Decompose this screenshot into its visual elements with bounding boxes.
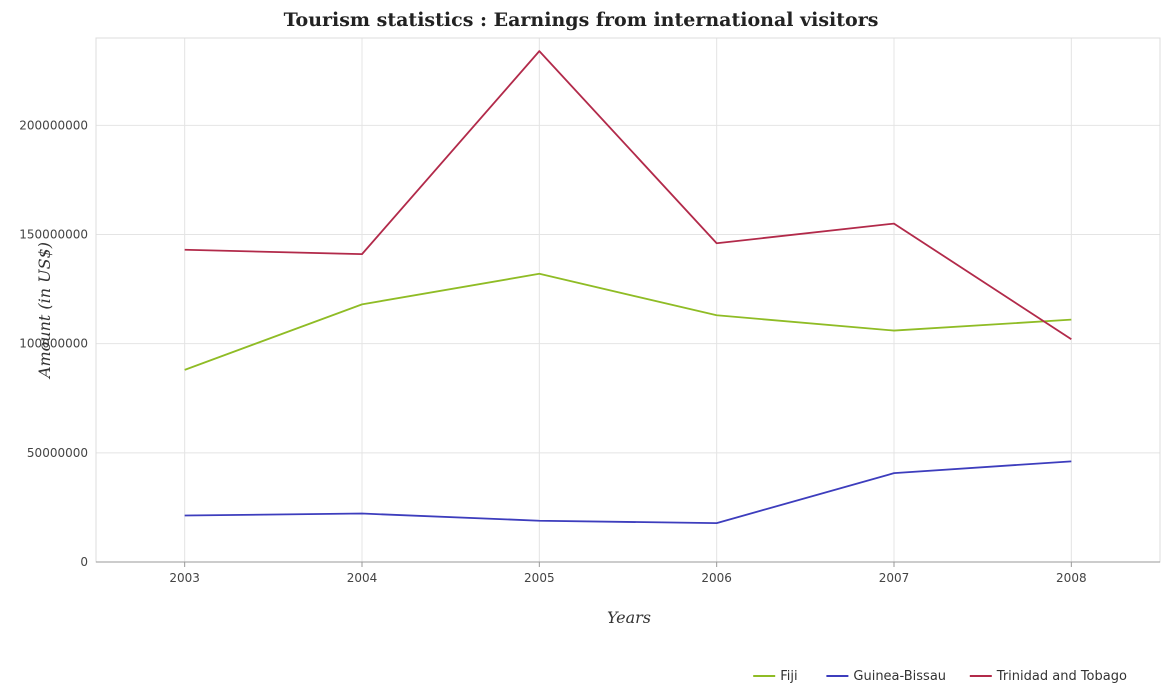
x-tick-label: 2006 [701, 571, 732, 585]
plot-frame [95, 37, 1161, 563]
chart-title: Tourism statistics : Earnings from inter… [284, 9, 879, 31]
y-tick-label: 100000000 [19, 337, 88, 351]
grid [96, 38, 1160, 563]
legend-label-fiji: Fiji [780, 669, 797, 684]
legend: Fiji Guinea-Bissau Trinidad and Tobago [753, 669, 1127, 684]
series-line-trinidad-and-tobago [184, 50, 1072, 341]
y-axis-title: Amount (in US$) [35, 242, 54, 380]
x-tick-label: 2003 [169, 571, 200, 585]
y-tick-label: 200000000 [19, 118, 88, 132]
x-tick-labels: 2003 2004 2005 2006 2007 2008 [169, 571, 1086, 585]
series-lines [184, 50, 1072, 525]
axes [95, 37, 1161, 567]
legend-label-guinea-bissau: Guinea-Bissau [853, 669, 946, 684]
y-tick-labels: 0 50000000 100000000 150000000 200000000 [19, 118, 88, 569]
x-tick-label: 2004 [347, 571, 378, 585]
legend-label-trinidad-and-tobago: Trinidad and Tobago [996, 669, 1127, 684]
series-line-guinea-bissau [184, 460, 1072, 525]
x-axis-title: Years [607, 608, 651, 627]
y-tick-label: 0 [80, 555, 88, 569]
x-tick-label: 2005 [524, 571, 555, 585]
y-tick-label: 50000000 [27, 446, 88, 460]
x-tick-label: 2008 [1056, 571, 1087, 585]
y-tick-label: 150000000 [19, 228, 88, 242]
x-tick-label: 2007 [879, 571, 910, 585]
series-line-fiji [184, 272, 1072, 371]
